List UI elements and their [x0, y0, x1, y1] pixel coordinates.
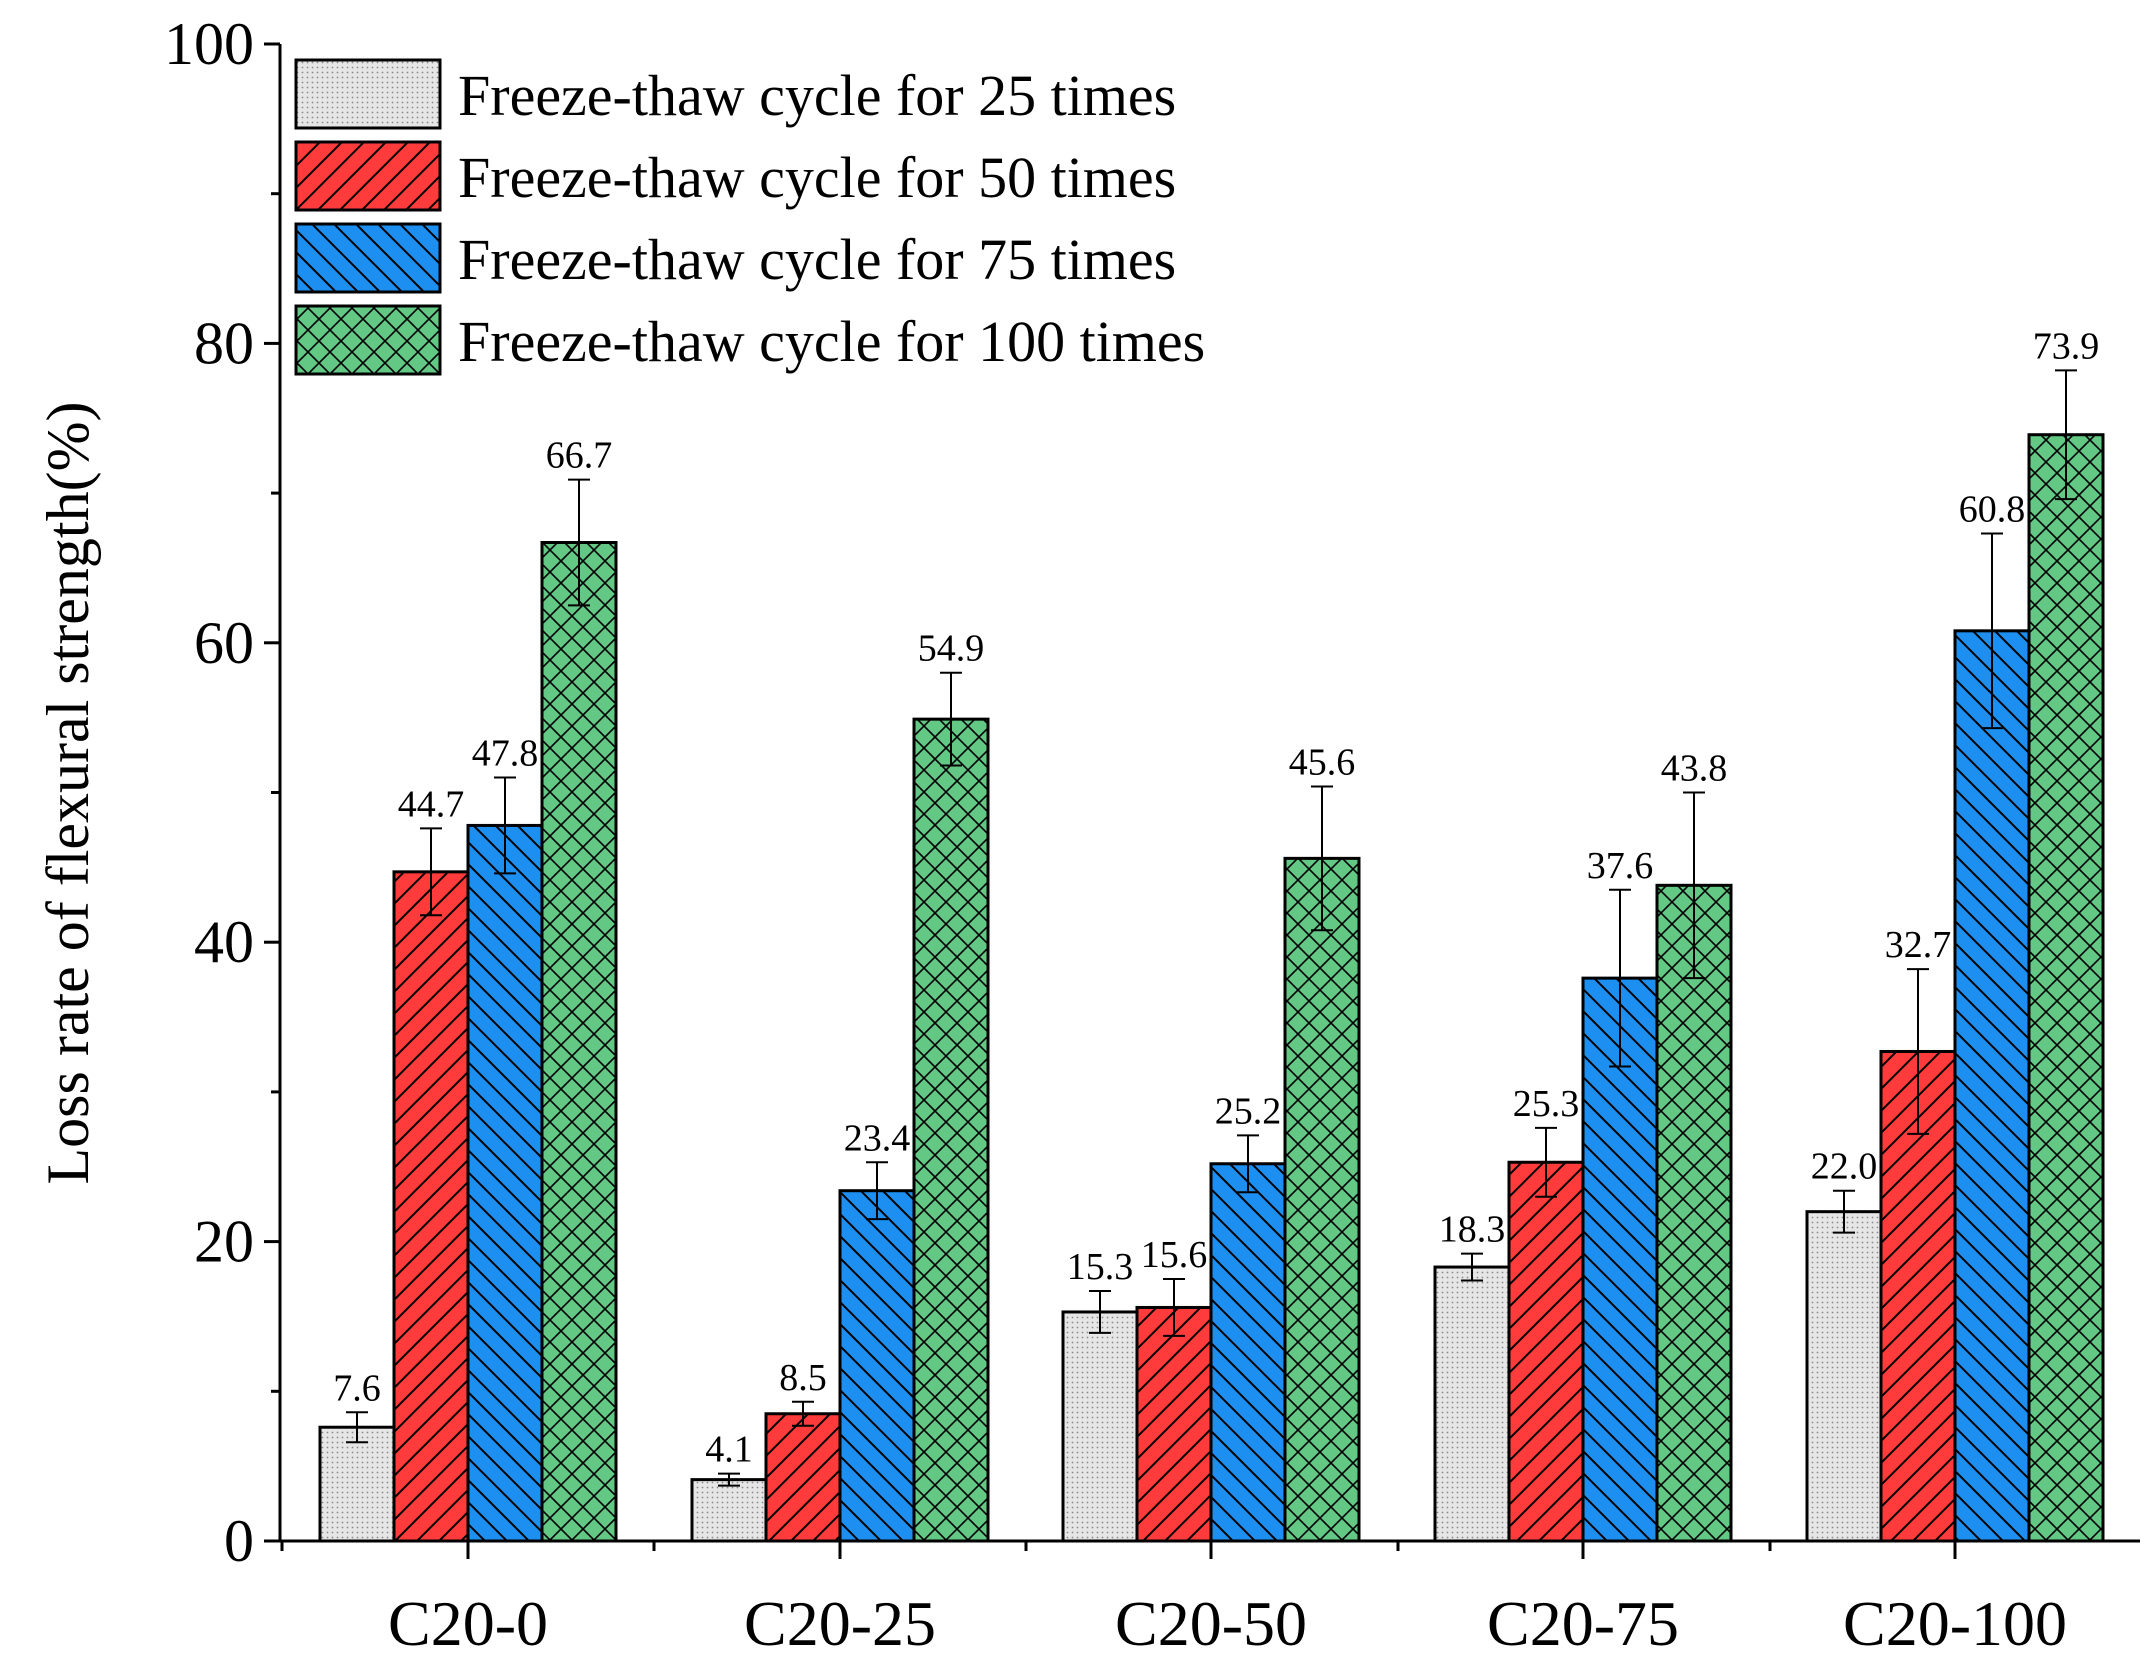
data-label: 32.7 [1885, 924, 1952, 966]
x-tick-label: C20-25 [744, 1588, 936, 1659]
legend-label: Freeze-thaw cycle for 25 times [458, 63, 1176, 128]
data-label: 60.8 [1959, 489, 2026, 531]
data-label: 25.2 [1215, 1090, 1282, 1132]
bar [540, 541, 618, 1543]
data-label: 73.9 [2033, 325, 2100, 367]
data-label: 22.0 [1811, 1146, 1878, 1188]
bar [318, 1425, 396, 1543]
data-labels-layer: 7.6 4.1 15.3 18.3 22.0 44.7 8.5 15.6 25.3 32.7 47.… [333, 325, 2099, 1470]
data-label: 45.6 [1289, 742, 1356, 784]
data-label: 4.1 [705, 1429, 753, 1471]
bar [1805, 1210, 1883, 1543]
legend-swatch [294, 58, 442, 130]
bar [1953, 629, 2031, 1543]
bar [2027, 433, 2105, 1543]
bar [1061, 1310, 1139, 1543]
error-bars-layer [346, 369, 2077, 1487]
legend-swatch [294, 140, 442, 212]
legend-label: Freeze-thaw cycle for 75 times [458, 227, 1176, 292]
y-tick-label: 60 [194, 610, 254, 676]
bar [1135, 1305, 1213, 1543]
data-label: 37.6 [1587, 845, 1654, 887]
data-label: 25.3 [1513, 1083, 1580, 1125]
bar [392, 870, 470, 1543]
data-label: 18.3 [1439, 1209, 1506, 1251]
x-tick-label: C20-75 [1487, 1588, 1679, 1659]
bar [1655, 883, 1733, 1543]
bar [838, 1189, 916, 1543]
axes-layer: 0 20 40 60 80 100 C20-0 C20-25 C20-50 C20-75 C20-1… [164, 11, 2140, 1659]
data-label: 15.6 [1141, 1234, 1208, 1276]
y-tick-label: 40 [194, 909, 254, 975]
data-label: 8.5 [779, 1357, 827, 1399]
bar [912, 717, 990, 1543]
y-tick-label: 0 [224, 1508, 254, 1574]
bar [1209, 1162, 1287, 1543]
y-axis-title: Loss rate of flexural strength(%) [35, 401, 101, 1184]
bar [1283, 856, 1361, 1543]
bar [466, 823, 544, 1543]
y-tick-label: 80 [194, 310, 254, 376]
bar [764, 1412, 842, 1543]
legend-swatch [294, 222, 442, 294]
data-label: 23.4 [844, 1117, 911, 1159]
legend-label: Freeze-thaw cycle for 100 times [458, 309, 1205, 374]
y-tick-label: 100 [164, 11, 254, 77]
legend-label: Freeze-thaw cycle for 50 times [458, 145, 1176, 210]
bars-layer [318, 433, 2105, 1543]
data-label: 66.7 [546, 435, 613, 477]
bar [690, 1478, 768, 1543]
data-label: 15.3 [1067, 1246, 1134, 1288]
data-label: 54.9 [918, 628, 985, 670]
bar [1433, 1265, 1511, 1543]
data-label: 43.8 [1661, 748, 1728, 790]
data-label: 44.7 [398, 783, 465, 825]
bar [1507, 1160, 1585, 1543]
legend: Freeze-thaw cycle for 25 times Freeze-tha… [294, 58, 1205, 376]
data-label: 7.6 [333, 1367, 381, 1409]
legend-swatch [294, 304, 442, 376]
y-tick-label: 20 [194, 1209, 254, 1275]
x-tick-label: C20-0 [388, 1588, 548, 1659]
x-tick-label: C20-100 [1843, 1588, 2067, 1659]
data-label: 47.8 [472, 733, 539, 775]
x-tick-label: C20-50 [1115, 1588, 1307, 1659]
